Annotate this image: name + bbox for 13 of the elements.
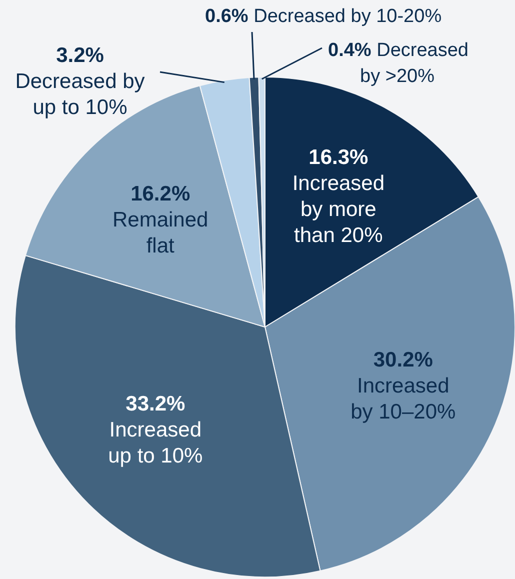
slice-label: Increased up to 10%	[108, 418, 203, 468]
slice-label: Decreased by up to 10%	[15, 70, 146, 119]
slice-label: Increased by 10–20%	[350, 374, 456, 424]
data-label: 16.2%	[130, 182, 190, 206]
slice-label: Decreased by 10-20%	[248, 6, 442, 27]
data-label: 30.2%	[373, 348, 434, 372]
data-label: 0.4%	[328, 40, 372, 61]
data-label: 33.2%	[126, 392, 186, 416]
data-label: 16.3%	[308, 146, 369, 170]
slice-label: Remained flat	[112, 208, 208, 258]
data-label: 0.6%	[205, 6, 248, 27]
slice-label: Increased by more than 20%	[292, 172, 385, 248]
data-label: 3.2%	[56, 44, 104, 67]
